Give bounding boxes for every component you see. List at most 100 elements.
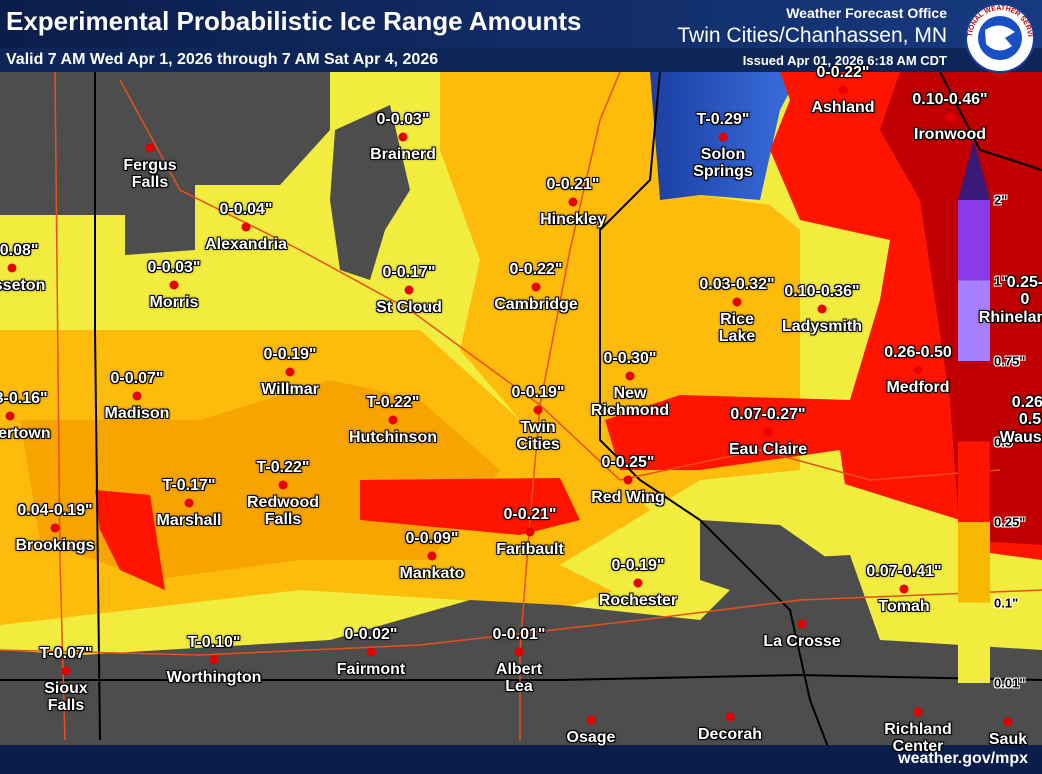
- legend-swatch: [958, 140, 990, 200]
- city-dot: [184, 498, 194, 508]
- city-name: Brookings: [15, 537, 95, 554]
- region-red: [360, 478, 580, 535]
- city-name: Sauk: [988, 731, 1028, 748]
- city-dot: [514, 647, 524, 657]
- city-dot: [169, 280, 179, 290]
- city-amount: 0-0.21": [546, 176, 600, 193]
- state-border: [94, 72, 101, 741]
- city-dot: [366, 647, 376, 657]
- city-name: Fairmont: [336, 661, 406, 678]
- legend-swatch: [958, 522, 990, 603]
- city-amount: 0.03-0.32": [699, 276, 775, 293]
- city-dot: [718, 132, 728, 142]
- city-name: Ashland: [811, 99, 875, 116]
- city-name: Willmar: [261, 381, 319, 398]
- office-location: Twin Cities/Chanhassen, MN: [677, 24, 947, 47]
- city-name: Mankato: [399, 565, 465, 582]
- city-amount: 0-0.07": [110, 370, 164, 387]
- city-name: New Richmond: [590, 385, 670, 419]
- city-name: Sisseton: [0, 277, 46, 294]
- city-name: Sioux Falls: [44, 680, 88, 714]
- city-amount: 0.10-0.46": [912, 91, 988, 108]
- road: [54, 71, 66, 741]
- city-amount: 0-0.19": [511, 384, 565, 401]
- city-amount: 0-0.22": [509, 261, 563, 278]
- city-name: Rochester: [598, 592, 678, 609]
- city-dot: [209, 655, 219, 665]
- city-amount: 0.25-0: [1006, 274, 1042, 308]
- city-amount: 0.04-0.19": [17, 502, 93, 519]
- legend-swatch: [958, 361, 990, 442]
- city-name: Medford: [886, 379, 950, 396]
- city-name: Richland Center: [884, 721, 952, 755]
- legend-label: 0.25": [994, 514, 1026, 530]
- city-dot: [1025, 415, 1035, 425]
- city-dot: [61, 666, 71, 676]
- city-amount: 0.26-0.5: [1011, 394, 1042, 428]
- city-name: Hutchinson: [349, 429, 437, 446]
- city-dot: [725, 712, 735, 722]
- state-border: [599, 71, 831, 753]
- city-dot: [899, 584, 909, 594]
- legend-label: 2": [994, 192, 1008, 208]
- city-name: Fergus Falls: [123, 157, 177, 191]
- city-name: Faribault: [496, 541, 564, 558]
- city-name: Brainerd: [370, 146, 436, 163]
- subheader-band: [0, 48, 1042, 72]
- legend-label: 0.75": [994, 353, 1026, 369]
- city-dot: [797, 619, 807, 629]
- city-dot: [1003, 717, 1013, 727]
- city-dot: [132, 391, 142, 401]
- city-name: Twin Cities: [516, 419, 560, 453]
- city-amount: 0-0.21": [503, 506, 557, 523]
- city-dot: [278, 480, 288, 490]
- city-dot: [7, 263, 17, 273]
- city-name: Watertown: [0, 425, 51, 442]
- city-dot: [531, 282, 541, 292]
- city-dot: [388, 415, 398, 425]
- city-name: Ladysmith: [781, 318, 863, 335]
- city-amount: T-0.29": [696, 111, 750, 128]
- city-amount: 0-0.03": [147, 259, 201, 276]
- city-amount: 0-0.09": [405, 530, 459, 547]
- city-dot: [623, 475, 633, 485]
- footer: weather.gov/mpx: [898, 750, 1028, 767]
- city-dot: [913, 365, 923, 375]
- state-border: [0, 673, 1042, 681]
- city-name: St Cloud: [376, 299, 442, 316]
- city-dot: [625, 371, 635, 381]
- city-amount: 0.26-0.50: [884, 344, 952, 361]
- city-dot: [50, 523, 60, 533]
- city-amount: 0.07-0.41": [866, 563, 942, 580]
- city-dot: [568, 197, 578, 207]
- city-name: Worthington: [166, 669, 262, 686]
- city-name: Decorah: [697, 726, 763, 743]
- issued: Issued Apr 01, 2026 6:18 AM CDT: [742, 53, 947, 68]
- city-dot: [398, 132, 408, 142]
- city-name: Red Wing: [591, 489, 665, 506]
- city-name: Rhinelander: [978, 309, 1042, 326]
- legend-swatch: [958, 602, 990, 683]
- city-name: Tomah: [878, 598, 930, 615]
- city-dot: [732, 297, 742, 307]
- city-name: Madison: [104, 405, 170, 422]
- city-dot: [525, 527, 535, 537]
- city-name: Cambridge: [494, 296, 578, 313]
- city-amount: 0-0.25": [601, 454, 655, 471]
- city-amount: 0-0.19": [263, 346, 317, 363]
- road: [119, 79, 541, 406]
- city-name: Ironwood: [914, 126, 986, 143]
- legend-swatch: [958, 441, 990, 522]
- region-gray: [700, 520, 830, 600]
- city-amount: 0-0.08": [0, 242, 39, 259]
- region-red: [95, 490, 165, 590]
- city-amount: T-0.07": [39, 645, 93, 662]
- region-orange: [440, 72, 800, 500]
- city-amount: T-0.22": [256, 459, 310, 476]
- city-amount: T-0.22": [366, 394, 420, 411]
- footer-band: [0, 745, 1042, 774]
- city-name: Redwood Falls: [247, 494, 319, 528]
- city-name: Eau Claire: [728, 441, 808, 458]
